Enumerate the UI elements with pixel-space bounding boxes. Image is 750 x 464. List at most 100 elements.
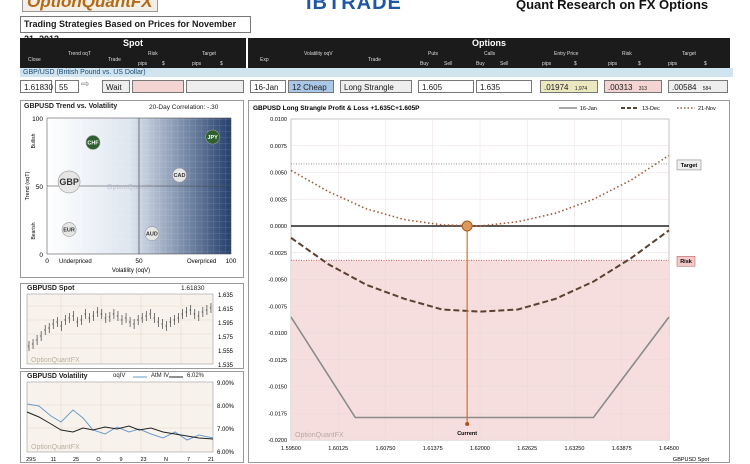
trendvol-watermark: OptionQuantFX <box>107 184 156 191</box>
pnl-xtick: 1.64500 <box>659 446 679 452</box>
entry-price-cell: .01974 1,974 <box>540 80 598 93</box>
option-expiry: 16-Jan <box>250 80 286 93</box>
col-entry-usd: $ <box>574 61 577 67</box>
col-opt-risk-pips: pips <box>608 61 618 67</box>
col-trend: Trend oqT <box>68 51 91 57</box>
risk-tag <box>676 255 696 267</box>
vol-chart: 9.00% 8.00% 7.00% 6.00% 29S 11 25 O 9 23 N 7 21 … <box>26 376 235 463</box>
pnl-ytick: -0.0025 <box>268 251 287 257</box>
trendvol-xtick-50: 50 <box>135 258 143 265</box>
vol-xtick: 23 <box>140 457 146 463</box>
col-risk: Risk <box>148 51 158 57</box>
spot-watermark: OptionQuantFX <box>31 357 80 364</box>
currency-pair-row[interactable]: GBP/USD (British Pound vs. US Dollar) <box>20 68 733 77</box>
vol-xtick: N <box>164 457 168 463</box>
volatility-rating: 12 Cheap <box>288 80 334 93</box>
bubble-jpy <box>205 129 220 145</box>
spot-last-value: 1.61830 <box>181 285 205 292</box>
bubble-aud <box>144 226 160 241</box>
trendvol-ytick-0: 0 <box>39 252 43 259</box>
spot-section-header: Spot <box>20 38 246 49</box>
col-entry: Entry Price <box>554 51 579 57</box>
col-opt-risk: Risk <box>622 51 632 57</box>
spot-ytick-6: 1.535 <box>218 363 234 369</box>
col-opt-risk-usd: $ <box>638 61 641 67</box>
target-tag-label: Target <box>681 163 698 169</box>
bubble-label-eur: EUR <box>63 228 75 234</box>
vol-line-atm <box>26 411 214 440</box>
current-marker-end <box>465 422 470 426</box>
vol-chart-title: GBPUSD Volatility <box>27 373 88 380</box>
pnl-panel: GBPUSD Long Strangle Profit & Loss +1.63… <box>248 100 730 463</box>
bubble-label-cad: CAD <box>174 173 186 179</box>
trendvol-xtick-0: 0 <box>45 258 49 265</box>
pnl-ytick: 0.0075 <box>270 144 287 150</box>
legend-label-13-dec: 13-Dec <box>642 106 660 112</box>
spot-chart: 1.635 1.615 1.595 1.575 1.555 1.535 Opti… <box>26 293 234 369</box>
col-entry-pips: pips <box>542 61 552 67</box>
legend-label-21-nov: 21-Nov <box>698 106 716 112</box>
bubble-label-gbp: GBP <box>59 177 79 187</box>
legend-label-16-jan: 16-Jan <box>580 106 597 112</box>
app-logo: OptionQuantFX <box>22 0 158 12</box>
bubble-cad <box>172 167 187 183</box>
pnl-xtick: 1.60125 <box>328 446 348 452</box>
col-risk-usd: $ <box>162 61 165 67</box>
col-puts-sell: Sell <box>444 61 453 67</box>
col-risk-pips: pips <box>138 61 148 67</box>
pnl-xlabel: GBPUSD Spot <box>673 457 710 463</box>
pnl-title: GBPUSD Long Strangle Profit & Loss +1.63… <box>253 105 420 112</box>
col-trade: Trade <box>108 57 121 63</box>
trendvol-ytick-100: 100 <box>32 116 43 123</box>
series-21-nov <box>290 154 670 227</box>
col-close: Close <box>28 57 41 63</box>
bubble-label-jpy: JPY <box>207 135 218 141</box>
pnl-xtick: 1.59500 <box>281 446 301 452</box>
trendvol-x-over: Overpriced <box>187 259 216 265</box>
vol-xtick: 9 <box>119 457 122 463</box>
option-target-pips: .00584 <box>672 83 697 92</box>
pnl-xtick: 1.63250 <box>565 446 585 452</box>
spot-trade-signal: Wait <box>102 80 130 93</box>
spot-close-value: 1.61830 <box>20 80 53 93</box>
vol-ytick-2: 8.00% <box>217 404 235 410</box>
trend-volatility-panel: GBPUSD Trend vs. Volatility 20-Day Corre… <box>20 100 244 278</box>
pnl-ytick: -0.0200 <box>268 438 287 444</box>
col-target-pips: pips <box>192 61 202 67</box>
trendvol-chart: 100 50 0 0 50 100 Underpriced Overpriced… <box>25 116 237 274</box>
trendvol-y-bullish: Bullish <box>31 133 37 148</box>
pnl-xtick: 1.62625 <box>517 446 537 452</box>
vol-ytick-1: 9.00% <box>217 381 235 387</box>
pnl-xtick: 1.61375 <box>423 446 443 452</box>
trendvol-title: GBPUSD Trend vs. Volatility <box>24 103 118 110</box>
bubble-label-aud: AUD <box>146 232 158 238</box>
col-calls-sell: Sell <box>500 61 509 67</box>
vol-ytick-3: 7.00% <box>217 427 235 433</box>
option-risk-usd: 313 <box>638 86 648 92</box>
trendvol-xtick-100: 100 <box>226 258 237 265</box>
pnl-chart: GBPUSD Long Strangle Profit & Loss +1.63… <box>253 105 716 463</box>
bubble-label-chf: CHF <box>87 140 99 146</box>
col-exp: Exp <box>260 57 269 63</box>
trend-value: 55 <box>55 80 79 93</box>
option-target-usd: 584 <box>702 86 712 92</box>
vol-ytick-4: 6.00% <box>217 450 235 456</box>
pnl-ytick: -0.0150 <box>268 385 287 391</box>
report-subtitle: Trading Strategies Based on Prices for N… <box>20 16 251 44</box>
put-strike: 1.605 <box>418 80 474 93</box>
col-puts: Puts <box>428 51 439 57</box>
col-calls-buy: Buy <box>476 61 485 67</box>
series-13-dec <box>290 229 670 313</box>
options-columns-header: Exp Volatility oqV Trade Puts Buy Sell C… <box>248 49 730 71</box>
col-calls: Calls <box>484 51 496 57</box>
col-target: Target <box>202 51 216 57</box>
option-strategy: Long Strangle <box>340 80 412 93</box>
col-opt-trade: Trade <box>368 57 381 63</box>
vol-xtick: 29S <box>26 457 36 463</box>
vol-legend-oqiv: oqIV <box>113 373 126 379</box>
pnl-ytick: 0.0050 <box>270 171 287 177</box>
trend-arrow-icon: ⇨ <box>81 79 90 90</box>
col-opt-target-pips: pips <box>668 61 678 67</box>
pnl-ytick: -0.0125 <box>268 358 287 364</box>
risk-tag-label: Risk <box>680 259 693 265</box>
